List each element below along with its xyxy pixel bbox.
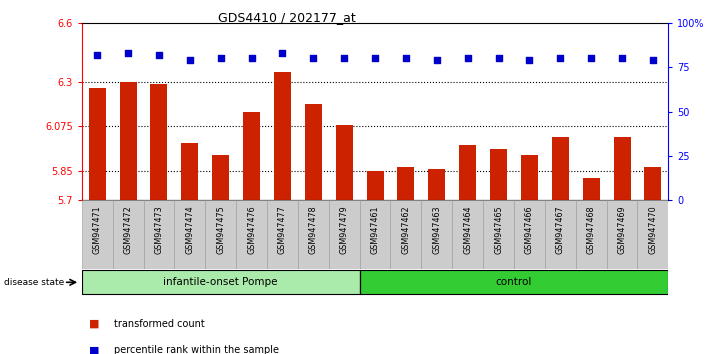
Text: GSM947467: GSM947467 <box>556 206 565 254</box>
Bar <box>428 169 445 200</box>
Text: ■: ■ <box>89 346 100 354</box>
Bar <box>236 200 267 269</box>
Text: GSM947470: GSM947470 <box>648 206 658 254</box>
Bar <box>638 200 668 269</box>
Point <box>246 56 257 61</box>
Text: GSM947471: GSM947471 <box>92 206 102 254</box>
Text: GSM947477: GSM947477 <box>278 206 287 254</box>
Text: GSM947464: GSM947464 <box>463 206 472 254</box>
Bar <box>583 178 599 200</box>
Bar <box>521 155 538 200</box>
Text: GSM947473: GSM947473 <box>154 206 164 254</box>
Text: GSM947463: GSM947463 <box>432 206 442 254</box>
Bar <box>422 200 452 269</box>
Text: GSM947479: GSM947479 <box>340 206 348 254</box>
Bar <box>614 137 631 200</box>
Text: percentile rank within the sample: percentile rank within the sample <box>114 346 279 354</box>
Bar <box>545 200 576 269</box>
Bar <box>144 200 174 269</box>
Point <box>616 56 628 61</box>
Bar <box>367 171 383 200</box>
Text: GSM947461: GSM947461 <box>370 206 380 254</box>
Bar <box>360 200 390 269</box>
Bar <box>397 167 415 200</box>
Bar <box>360 270 668 294</box>
Point <box>400 56 412 61</box>
Point <box>338 56 350 61</box>
Bar <box>151 84 167 200</box>
Bar <box>459 145 476 200</box>
Text: GSM947472: GSM947472 <box>124 206 132 254</box>
Text: control: control <box>496 277 532 287</box>
Point <box>154 52 165 58</box>
Bar <box>490 149 507 200</box>
Text: ■: ■ <box>89 319 100 329</box>
Bar <box>205 200 236 269</box>
Text: GSM947465: GSM947465 <box>494 206 503 254</box>
Bar <box>390 200 422 269</box>
Point <box>370 56 381 61</box>
Bar <box>119 82 137 200</box>
Text: GSM947466: GSM947466 <box>525 206 534 254</box>
Text: GSM947462: GSM947462 <box>402 206 410 254</box>
Point <box>585 56 597 61</box>
Bar <box>328 200 360 269</box>
Bar <box>89 88 106 200</box>
Bar <box>174 200 205 269</box>
Text: disease state: disease state <box>4 278 64 287</box>
Text: transformed count: transformed count <box>114 319 205 329</box>
Point <box>555 56 566 61</box>
Bar <box>274 72 291 200</box>
Bar <box>606 200 638 269</box>
Bar <box>82 270 360 294</box>
Point <box>122 50 134 56</box>
Text: GSM947469: GSM947469 <box>618 206 626 254</box>
Bar <box>336 125 353 200</box>
Text: infantile-onset Pompe: infantile-onset Pompe <box>164 277 278 287</box>
Point <box>92 52 103 58</box>
Bar <box>82 200 112 269</box>
Bar <box>212 155 229 200</box>
Text: GSM947476: GSM947476 <box>247 206 256 254</box>
Bar <box>112 200 144 269</box>
Point <box>493 56 504 61</box>
Bar <box>514 200 545 269</box>
Point <box>462 56 474 61</box>
Bar <box>576 200 606 269</box>
Point <box>277 50 288 56</box>
Point <box>308 56 319 61</box>
Bar <box>452 200 483 269</box>
Text: GSM947474: GSM947474 <box>186 206 194 254</box>
Point <box>215 56 226 61</box>
Bar <box>243 112 260 200</box>
Point <box>524 57 535 63</box>
Bar <box>644 167 661 200</box>
Point <box>184 57 196 63</box>
Point <box>431 57 442 63</box>
Text: GSM947475: GSM947475 <box>216 206 225 254</box>
Bar <box>267 200 298 269</box>
Bar <box>305 104 322 200</box>
Bar <box>483 200 514 269</box>
Bar <box>181 143 198 200</box>
Bar <box>552 137 569 200</box>
Text: GDS4410 / 202177_at: GDS4410 / 202177_at <box>218 11 356 24</box>
Text: GSM947468: GSM947468 <box>587 206 596 254</box>
Point <box>647 57 658 63</box>
Text: GSM947478: GSM947478 <box>309 206 318 254</box>
Bar <box>298 200 328 269</box>
